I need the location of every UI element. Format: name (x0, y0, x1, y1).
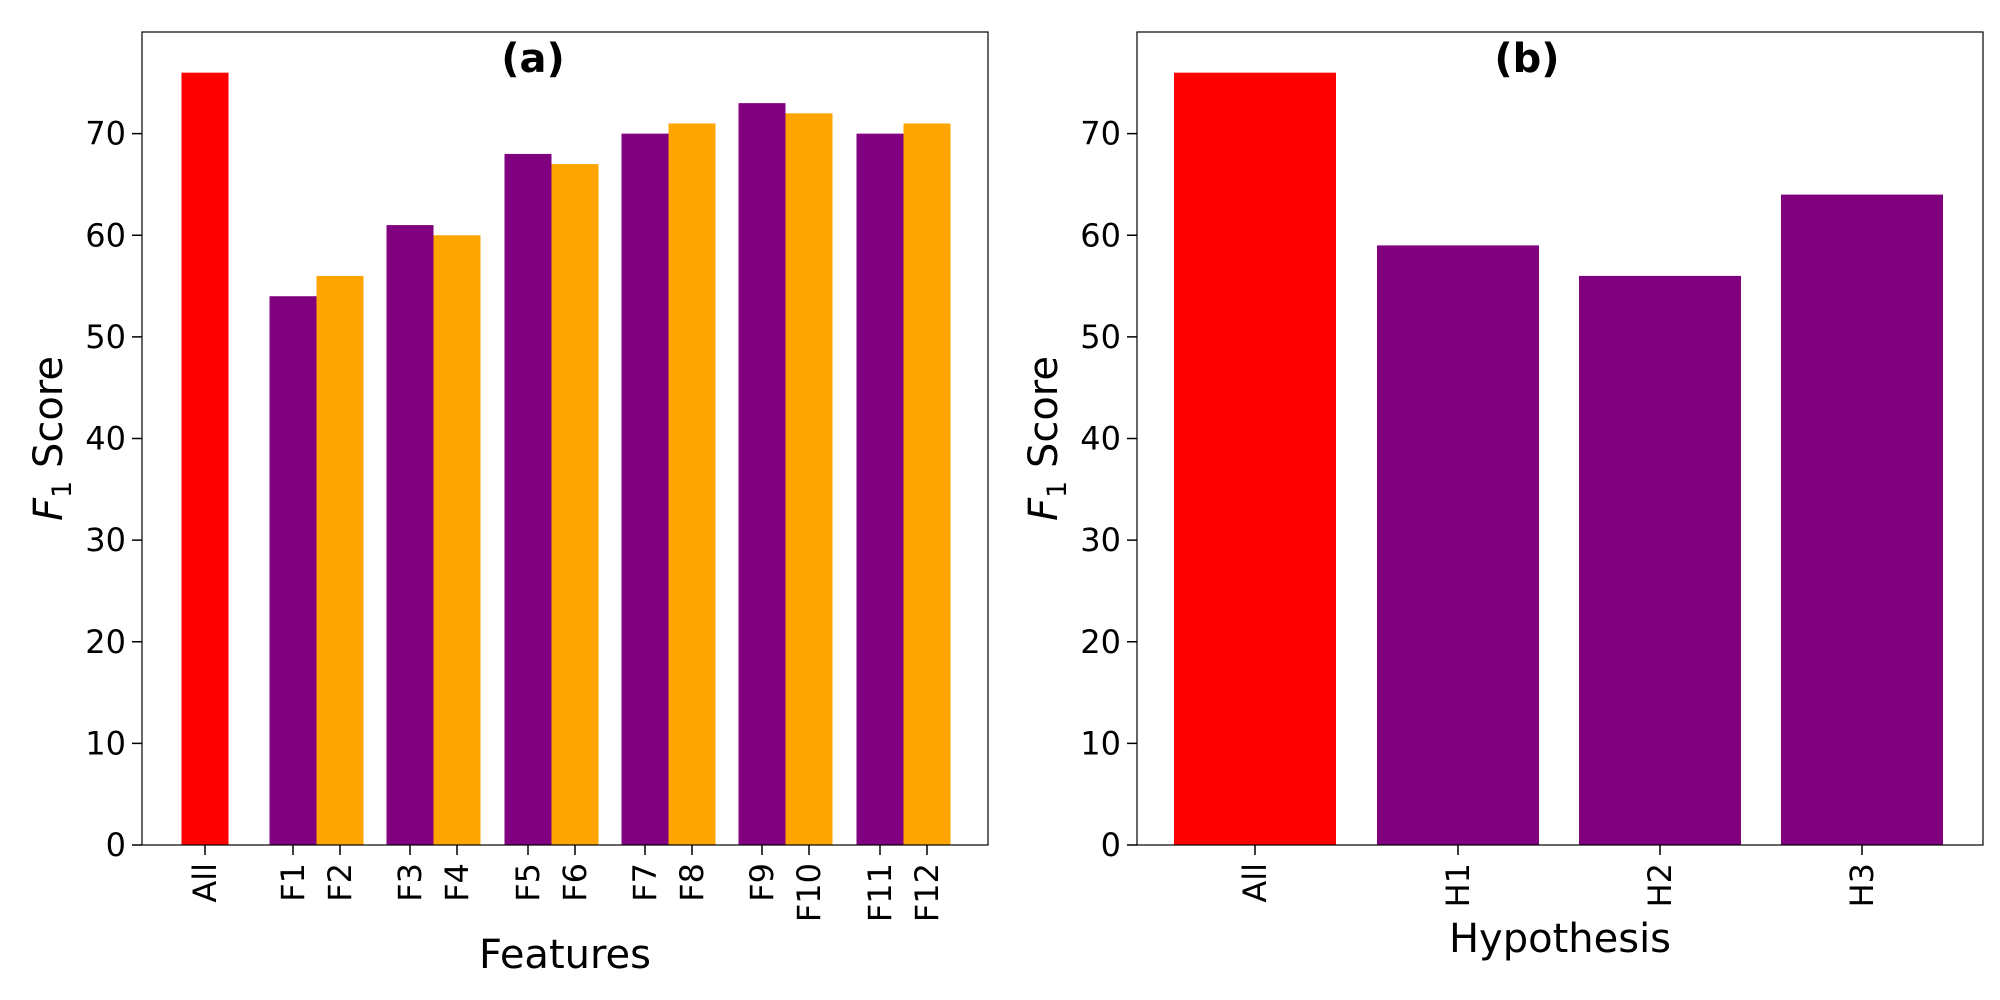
panel-b-x-tick-label: H3 (1843, 863, 1881, 907)
panel-a-y-tick-label: 40 (85, 420, 126, 458)
panel-a-bar-f6 (551, 164, 599, 846)
panel-b-x-axis-label: Hypothesis (1449, 916, 1671, 962)
panel-b-y-tick-label: 30 (1080, 521, 1121, 559)
panel-a-x-axis-label: Features (479, 932, 651, 978)
panel-a-y-axis-label-f: F (26, 497, 72, 521)
panel-b-title: (b) (1494, 36, 1559, 82)
panel-b-y-tick-label: 70 (1080, 115, 1121, 153)
panel-a-x-tick-label: All (186, 863, 224, 903)
panel-a-x-tick-label: F3 (391, 863, 429, 902)
panel-a-y-axis-label-rest: Score (26, 356, 72, 481)
panel-a-y-tick-label: 50 (85, 318, 126, 356)
panel-a-x-tick-label: F12 (908, 863, 946, 922)
panel-a-bar-f9 (738, 103, 786, 845)
panel-a-bar-f10 (785, 113, 833, 846)
panel-b-y-tick-label: 0 (1101, 826, 1121, 864)
panel-b-x-ticks: All H1 H2 H3 (1236, 845, 1881, 907)
panel-a-bar-f12 (903, 123, 951, 845)
panel-a-x-tick-label: F1 (274, 863, 312, 902)
panel-a-y-tick-label: 20 (85, 623, 126, 661)
panel-a-bar-f1 (269, 296, 317, 846)
panel-a-x-tick-label: F10 (790, 863, 828, 922)
panel-b-bar-h1 (1377, 245, 1539, 846)
panel-a-y-tick-label: 70 (85, 115, 126, 153)
panel-b-y-ticks: 0 10 20 30 40 50 60 70 (1080, 115, 1137, 864)
panel-b-y-tick-label: 60 (1080, 216, 1121, 254)
panel-a-bar-all (181, 72, 229, 845)
panel-a-x-ticks: All F1 F2 F3 F4 F5 F6 F7 F8 F9 F10 F11 F12 (186, 845, 946, 922)
panel-a-bar-f7 (621, 133, 669, 845)
panel-b-x-tick-label: All (1236, 863, 1274, 903)
panel-a-title: (a) (501, 36, 565, 82)
panel-a-y-axis-label-sub: 1 (47, 481, 78, 498)
panel-b-y-axis-label-f: F (1021, 497, 1067, 521)
panel-a-x-tick-label: F8 (673, 863, 711, 902)
panel-a-x-tick-label: F7 (626, 863, 664, 902)
panel-a-y-tick-label: 60 (85, 216, 126, 254)
panel-b-x-tick-label: H1 (1439, 863, 1477, 907)
panel-b-y-tick-label: 50 (1080, 318, 1121, 356)
panel-a-bar-f5 (504, 153, 552, 845)
panel-a-y-ticks: 0 10 20 30 40 50 60 70 (85, 115, 142, 864)
panel-a-x-tick-label: F9 (743, 863, 781, 902)
panel-b-x-tick-label: H2 (1641, 863, 1679, 907)
panel-a-y-tick-label: 10 (85, 724, 126, 762)
panel-a-x-tick-label: F2 (321, 863, 359, 902)
panel-b-bars (1174, 72, 1943, 846)
panel-b-bar-all (1174, 72, 1336, 845)
panel-b-y-tick-label: 10 (1080, 724, 1121, 762)
panel-a-bar-f11 (856, 133, 904, 845)
panel-a-bar-f4 (433, 235, 481, 845)
panel-a-x-tick-label: F6 (556, 863, 594, 902)
panel-a-bar-f3 (386, 225, 434, 845)
panel-b-y-axis-label-sub: 1 (1042, 481, 1073, 498)
panel-b-y-tick-label: 20 (1080, 623, 1121, 661)
panel-b-y-axis-label: F1 Score (1021, 356, 1073, 521)
panel-a-y-tick-label: 30 (85, 521, 126, 559)
panel-b-y-tick-label: 40 (1080, 420, 1121, 458)
panel-a-y-axis-label: F1 Score (26, 356, 78, 521)
panel-a-x-tick-label: F11 (861, 863, 899, 922)
panel-b-bar-h3 (1781, 194, 1943, 846)
panel-a-x-tick-label: F5 (509, 863, 547, 902)
panel-b-hypothesis-chart: 0 10 20 30 40 50 60 70 All H1 H2 H3 (b) Hypothesis F1 … (1021, 31, 1984, 962)
panel-b-y-axis-label-rest: Score (1021, 356, 1067, 481)
panel-a-bar-f8 (668, 123, 716, 845)
panel-a-bar-f2 (316, 275, 364, 845)
panel-a-x-tick-label: F4 (438, 863, 476, 902)
panel-a-bars (181, 72, 951, 846)
panel-a-y-tick-label: 0 (106, 826, 126, 864)
panel-b-bar-h2 (1579, 275, 1741, 845)
